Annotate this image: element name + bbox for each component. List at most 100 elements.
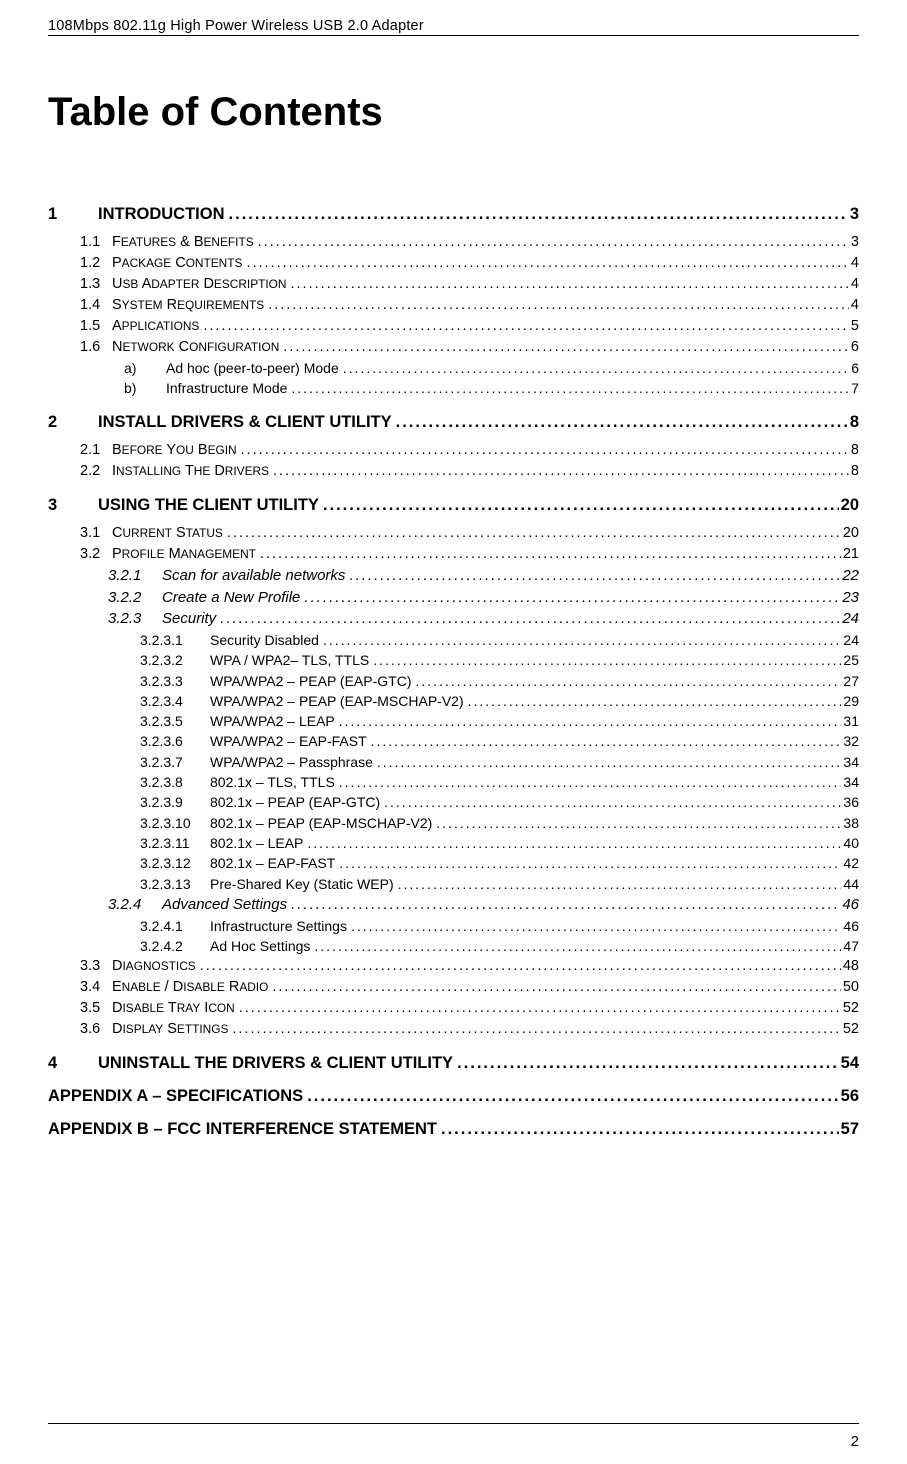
toc-leader — [398, 874, 842, 894]
toc-leader — [227, 523, 841, 544]
toc-list: 1INTRODUCTION 31.1FEATURES & BENEFITS 31… — [48, 205, 859, 1139]
toc-row: 1.1FEATURES & BENEFITS 3 — [80, 232, 859, 253]
toc-leader — [291, 274, 849, 295]
toc-row: 3.2.2Create a New Profile 23 — [108, 587, 859, 609]
toc-label: APPENDIX B – FCC INTERFERENCE STATEMENT — [48, 1120, 437, 1139]
toc-leader — [258, 232, 849, 253]
toc-leader — [384, 792, 841, 812]
toc-leader — [246, 253, 848, 274]
toc-row: 1.2PACKAGE CONTENTS 4 — [80, 253, 859, 274]
toc-label: Security Disabled — [210, 630, 319, 650]
toc-label: BEFORE YOU BEGIN — [112, 440, 237, 461]
toc-page: 3 — [850, 205, 859, 224]
toc-row: APPENDIX B – FCC INTERFERENCE STATEMENT … — [48, 1120, 859, 1139]
toc-label: DIAGNOSTICS — [112, 956, 196, 977]
toc-label: DISABLE TRAY ICON — [112, 998, 235, 1019]
toc-num: b) — [124, 378, 166, 398]
toc-page: 34 — [843, 772, 859, 792]
toc-label: Ad Hoc Settings — [210, 936, 310, 956]
toc-label: USING THE CLIENT UTILITY — [98, 496, 319, 515]
toc-leader — [200, 956, 841, 977]
toc-page: 42 — [843, 853, 859, 873]
toc-row: 1.5APPLICATIONS 5 — [80, 316, 859, 337]
toc-leader — [220, 608, 840, 630]
toc-num: 3.2.4 — [108, 894, 162, 916]
toc-num: 1.5 — [80, 316, 112, 337]
toc-num: 3.2 — [80, 544, 112, 565]
toc-num: 3.2.3.9 — [140, 792, 210, 812]
toc-num: 2.1 — [80, 440, 112, 461]
toc-page: 57 — [841, 1120, 859, 1139]
toc-row: 3.2.3.12802.1x – EAP-FAST 42 — [140, 853, 859, 873]
toc-page: 46 — [842, 894, 859, 916]
toc-leader — [232, 1019, 840, 1040]
toc-row: b)Infrastructure Mode 7 — [124, 378, 859, 398]
toc-num: 1.4 — [80, 295, 112, 316]
toc-row: 3.6DISPLAY SETTINGS 52 — [80, 1019, 859, 1040]
toc-page: 56 — [841, 1087, 859, 1106]
toc-leader — [307, 1087, 838, 1106]
toc-num: 3.2.2 — [108, 587, 162, 609]
toc-page: 44 — [843, 874, 859, 894]
toc-label: INSTALL DRIVERS & CLIENT UTILITY — [98, 413, 392, 432]
toc-row: APPENDIX A – SPECIFICATIONS 56 — [48, 1087, 859, 1106]
toc-page: 27 — [843, 671, 859, 691]
toc-page: 38 — [843, 813, 859, 833]
toc-page: 40 — [843, 833, 859, 853]
toc-label: SYSTEM REQUIREMENTS — [112, 295, 264, 316]
toc-page: 8 — [851, 461, 859, 482]
toc-row: 4UNINSTALL THE DRIVERS & CLIENT UTILITY … — [48, 1054, 859, 1073]
toc-num: 3.2.3.4 — [140, 691, 210, 711]
toc-row: 2.1BEFORE YOU BEGIN 8 — [80, 440, 859, 461]
toc-page: 23 — [842, 587, 859, 609]
toc-page: 48 — [843, 956, 859, 977]
toc-num: 4 — [48, 1054, 98, 1073]
toc-num: 3.2.3 — [108, 608, 162, 630]
toc-row: 3.2.3.10802.1x – PEAP (EAP-MSCHAP-V2) 38 — [140, 813, 859, 833]
page-container: 108Mbps 802.11g High Power Wireless USB … — [0, 0, 907, 1464]
toc-num: a) — [124, 358, 166, 378]
toc-row: 3.2.4Advanced Settings 46 — [108, 894, 859, 916]
toc-row: 3.2.3.13Pre-Shared Key (Static WEP) 44 — [140, 874, 859, 894]
toc-leader — [373, 650, 841, 670]
toc-num: 1.1 — [80, 232, 112, 253]
toc-label: CURRENT STATUS — [112, 523, 223, 544]
toc-leader — [468, 691, 842, 711]
toc-leader — [272, 977, 841, 998]
toc-num: 3.2.4.1 — [140, 916, 210, 936]
toc-leader — [323, 630, 841, 650]
toc-num: 3.2.3.5 — [140, 711, 210, 731]
toc-num: 3.2.1 — [108, 565, 162, 587]
page-header: 108Mbps 802.11g High Power Wireless USB … — [48, 18, 859, 36]
toc-leader — [457, 1054, 839, 1073]
toc-row: 1INTRODUCTION 3 — [48, 205, 859, 224]
toc-row: 3.2.1Scan for available networks 22 — [108, 565, 859, 587]
toc-leader — [339, 853, 841, 873]
toc-row: 1.6NETWORK CONFIGURATION 6 — [80, 337, 859, 358]
toc-page: 54 — [841, 1054, 859, 1073]
toc-leader — [415, 671, 841, 691]
toc-row: 3.2.4.1Infrastructure Settings 46 — [140, 916, 859, 936]
toc-label: INTRODUCTION — [98, 205, 225, 224]
toc-page: 3 — [851, 232, 859, 253]
toc-row: 3.2.3.9802.1x – PEAP (EAP-GTC) 36 — [140, 792, 859, 812]
toc-leader — [304, 587, 840, 609]
toc-page: 52 — [843, 998, 859, 1019]
toc-page: 34 — [843, 752, 859, 772]
toc-leader — [273, 461, 849, 482]
toc-page: 4 — [851, 295, 859, 316]
toc-row: 3.2.3.2WPA / WPA2– TLS, TTLS 25 — [140, 650, 859, 670]
toc-num: 3.2.3.12 — [140, 853, 210, 873]
toc-label: WPA/WPA2 – PEAP (EAP-MSCHAP-V2) — [210, 691, 464, 711]
toc-page: 22 — [842, 565, 859, 587]
toc-label: 802.1x – EAP-FAST — [210, 853, 335, 873]
toc-label: WPA/WPA2 – LEAP — [210, 711, 335, 731]
toc-leader — [436, 813, 841, 833]
toc-label: WPA/WPA2 – EAP-FAST — [210, 731, 367, 751]
toc-num: 1.2 — [80, 253, 112, 274]
toc-page: 24 — [843, 630, 859, 650]
toc-label: 802.1x – PEAP (EAP-MSCHAP-V2) — [210, 813, 432, 833]
toc-row: 3.2PROFILE MANAGEMENT 21 — [80, 544, 859, 565]
toc-leader — [260, 544, 841, 565]
toc-leader — [291, 894, 840, 916]
